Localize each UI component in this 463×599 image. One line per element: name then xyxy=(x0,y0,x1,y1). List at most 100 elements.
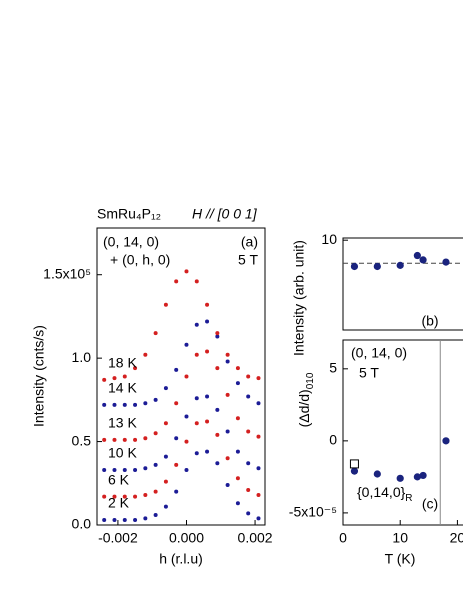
data-point xyxy=(184,374,189,379)
data-point xyxy=(350,262,359,271)
data-point xyxy=(215,366,220,371)
data-point xyxy=(215,407,220,412)
data-point xyxy=(122,517,127,522)
y-axis-label: Intensity (cnts/s) xyxy=(31,325,47,427)
data-point xyxy=(163,302,168,307)
data-point xyxy=(235,416,240,421)
data-point xyxy=(174,489,179,494)
data-point xyxy=(194,396,199,401)
data-point xyxy=(205,349,210,354)
data-point xyxy=(205,302,210,307)
data-point xyxy=(153,397,158,402)
data-point xyxy=(256,376,261,381)
data-point xyxy=(163,386,168,391)
data-point xyxy=(184,269,189,274)
x-axis-label: h (r.l.u) xyxy=(159,551,203,567)
series-label: 2 K xyxy=(108,495,130,511)
data-point xyxy=(235,366,240,371)
data-point xyxy=(246,511,251,516)
data-point xyxy=(225,359,230,364)
data-point xyxy=(133,402,138,407)
annotation: + (0, h, 0) xyxy=(110,252,170,268)
annotation: (0, 14, 0) xyxy=(103,234,159,250)
data-point xyxy=(256,401,261,406)
annotation: (0, 14, 0) xyxy=(351,345,407,361)
data-point xyxy=(102,402,107,407)
data-point xyxy=(184,414,189,419)
data-point xyxy=(163,504,168,509)
data-point xyxy=(122,467,127,472)
data-point xyxy=(194,451,199,456)
data-point xyxy=(194,279,199,284)
data-point xyxy=(112,402,117,407)
reflection-label-sub: R xyxy=(405,493,412,504)
data-point xyxy=(373,470,381,478)
series-label: 10 K xyxy=(108,445,137,461)
data-point xyxy=(143,436,148,441)
data-point xyxy=(246,374,251,379)
x-tick-label: 10 xyxy=(392,530,408,546)
data-point xyxy=(102,517,107,522)
data-point xyxy=(205,449,210,454)
data-point xyxy=(184,439,189,444)
data-point xyxy=(102,377,107,382)
x-axis-label: T (K) xyxy=(385,551,416,567)
annotation: 5 T xyxy=(238,252,258,268)
data-point xyxy=(215,334,220,339)
data-point xyxy=(133,366,138,371)
data-point xyxy=(256,434,261,439)
data-point xyxy=(442,437,450,445)
data-point xyxy=(413,473,421,481)
annotation: 5 T xyxy=(359,365,379,381)
y-axis-label: (Δd/d)010 xyxy=(296,372,316,427)
data-point xyxy=(133,467,138,472)
data-point xyxy=(143,352,148,357)
data-point xyxy=(225,456,230,461)
data-point xyxy=(112,467,117,472)
data-point xyxy=(112,517,117,522)
series-label: 14 K xyxy=(108,380,137,396)
data-point xyxy=(163,479,168,484)
data-point xyxy=(205,319,210,324)
data-point xyxy=(225,429,230,434)
data-point xyxy=(256,466,261,471)
annotation: (a) xyxy=(241,234,258,250)
x-tick-label: -0.002 xyxy=(98,530,138,546)
data-point xyxy=(396,261,404,269)
data-point xyxy=(419,471,427,480)
data-point xyxy=(194,421,199,426)
plot-frame xyxy=(342,339,463,526)
data-point xyxy=(102,437,107,442)
y-tick-label: 0.0 xyxy=(72,516,92,532)
data-point xyxy=(246,429,251,434)
data-point xyxy=(256,492,261,497)
data-point xyxy=(174,401,179,406)
data-point xyxy=(225,482,230,487)
x-tick-label: 20 xyxy=(450,530,463,546)
data-point xyxy=(235,449,240,454)
data-point xyxy=(205,419,210,424)
data-point xyxy=(112,437,117,442)
data-point xyxy=(225,352,230,357)
data-point xyxy=(215,461,220,466)
data-point xyxy=(133,517,138,522)
chart-title: SmRu₄P₁₂ xyxy=(97,206,161,222)
data-point xyxy=(133,494,138,499)
annotation: (b) xyxy=(421,313,438,329)
data-point xyxy=(215,331,220,336)
data-point xyxy=(153,489,158,494)
x-tick-label: 0 xyxy=(339,530,347,546)
data-point xyxy=(256,516,261,521)
data-point xyxy=(122,402,127,407)
data-point xyxy=(174,367,179,372)
data-point xyxy=(194,322,199,327)
data-point xyxy=(235,476,240,481)
data-point xyxy=(153,462,158,467)
data-point xyxy=(174,279,179,284)
series-label: 13 K xyxy=(108,415,137,431)
data-point xyxy=(246,461,251,466)
data-point xyxy=(112,494,117,499)
data-point xyxy=(413,251,421,260)
annotation: (c) xyxy=(422,496,438,512)
data-point xyxy=(235,381,240,386)
